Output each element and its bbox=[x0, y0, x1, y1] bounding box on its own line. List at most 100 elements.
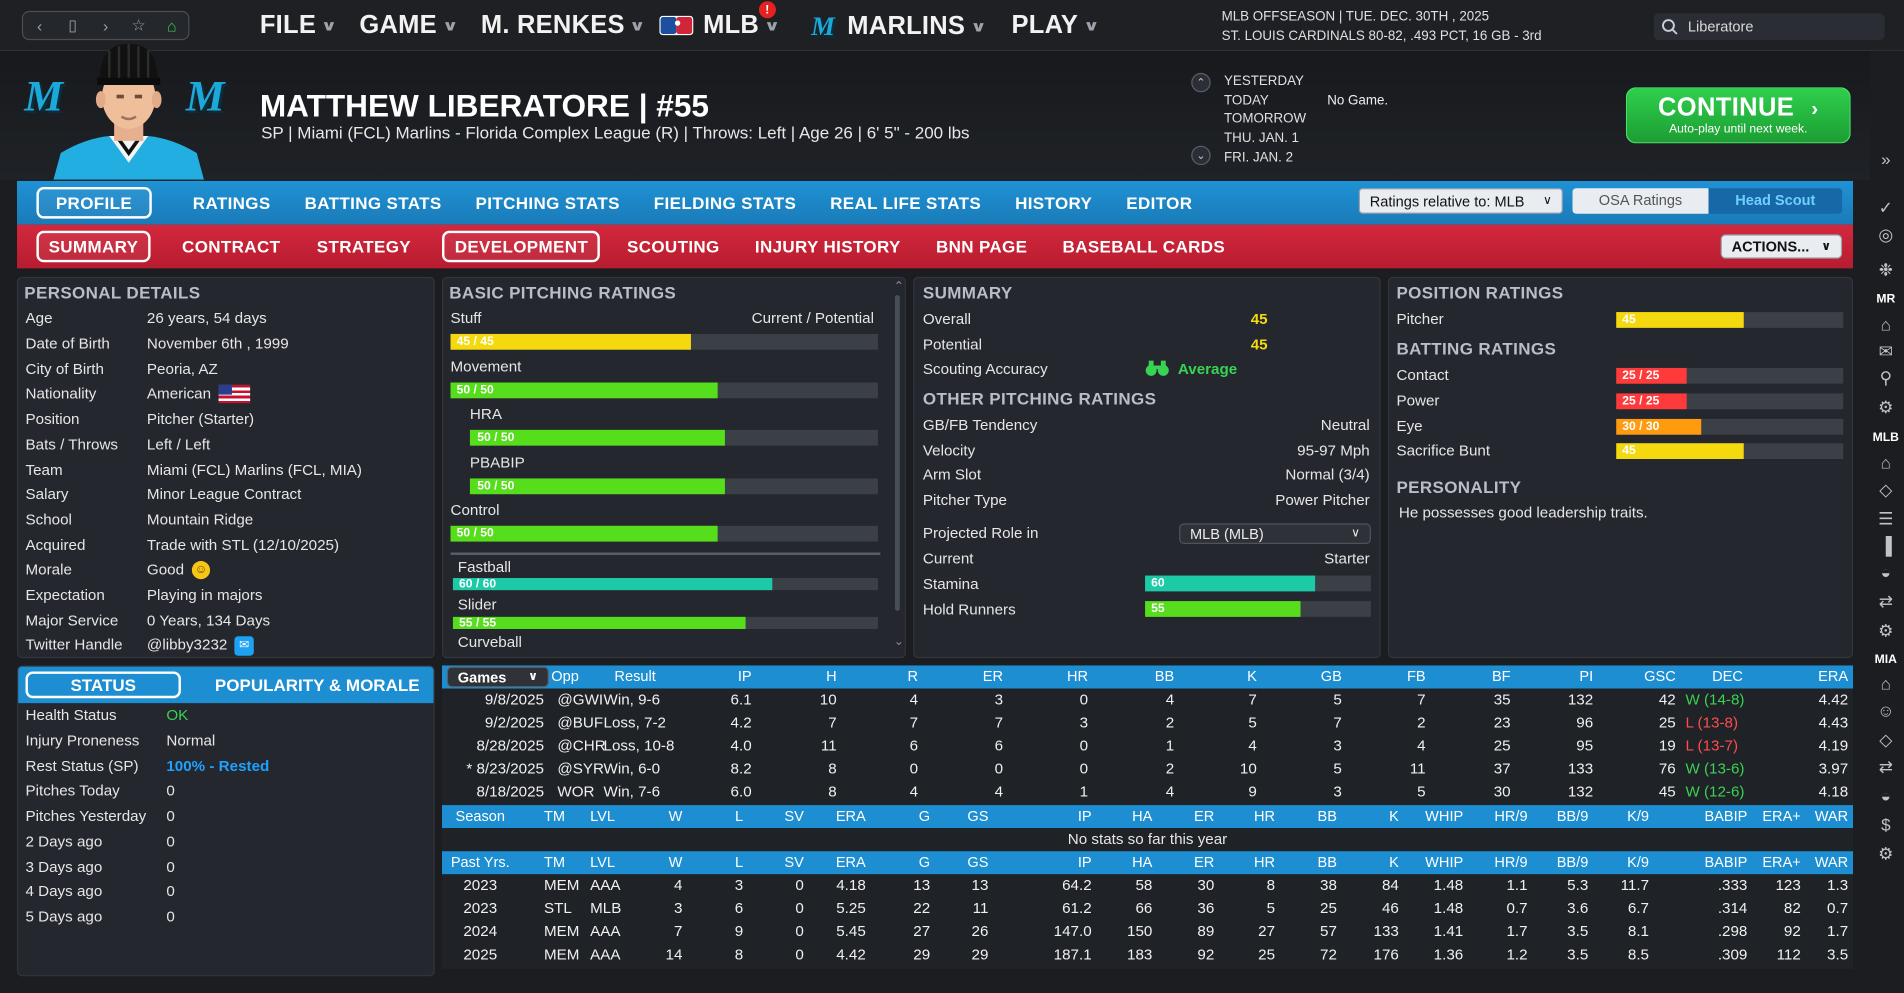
column-header[interactable]: PI bbox=[1579, 667, 1594, 685]
column-header[interactable]: HA bbox=[1132, 807, 1153, 825]
menu-game[interactable]: GAME ∨ bbox=[359, 11, 458, 40]
menu-manager[interactable]: M. RENKES ∨ bbox=[481, 11, 646, 40]
tab-baseball-cards[interactable]: BASEBALL CARDS bbox=[1062, 236, 1226, 257]
column-header[interactable]: Result bbox=[614, 667, 656, 685]
column-header[interactable]: IP bbox=[1077, 807, 1092, 825]
column-header[interactable]: G bbox=[918, 807, 931, 825]
globe-icon[interactable]: ◎ bbox=[1878, 224, 1894, 245]
column-header[interactable]: K bbox=[1389, 853, 1399, 871]
column-header[interactable]: BF bbox=[1491, 667, 1511, 685]
column-header[interactable]: GB bbox=[1320, 667, 1342, 685]
column-header[interactable]: BB bbox=[1317, 853, 1337, 871]
date-yesterday[interactable]: YESTERDAY bbox=[1224, 74, 1304, 89]
column-header[interactable]: HR bbox=[1253, 807, 1276, 825]
tab-batting-stats[interactable]: BATTING STATS bbox=[304, 193, 442, 213]
column-header[interactable]: BB/9 bbox=[1556, 853, 1589, 871]
game-row[interactable]: 8/28/2025 @CHR Loss, 10-8 4.0 11 6 6 0 1 4 3 4 25 95 1… bbox=[442, 735, 1853, 758]
cell-opp[interactable]: WOR bbox=[557, 783, 595, 801]
column-header[interactable]: ERA bbox=[835, 807, 866, 825]
column-header[interactable]: SV bbox=[784, 853, 804, 871]
column-header[interactable]: DEC bbox=[1712, 667, 1743, 685]
tab-summary[interactable]: SUMMARY bbox=[36, 230, 151, 263]
team-record[interactable]: ST. LOUIS CARDINALS 80-82, .493 PCT, 16 … bbox=[1221, 29, 1542, 44]
cell-opp[interactable]: @CHR bbox=[557, 737, 606, 755]
column-header[interactable]: ER bbox=[1194, 853, 1215, 871]
home-icon[interactable]: ⌂ bbox=[166, 16, 177, 35]
tab-injury-history[interactable]: INJURY HISTORY bbox=[754, 236, 901, 257]
column-header[interactable]: IP bbox=[737, 667, 752, 685]
lightbulb-icon[interactable]: ❉ bbox=[1878, 259, 1893, 280]
column-header[interactable]: SV bbox=[784, 807, 804, 825]
gear-icon[interactable]: ⚙ bbox=[1878, 397, 1894, 417]
tab-real-life-stats[interactable]: REAL LIFE STATS bbox=[830, 193, 982, 213]
column-header[interactable]: GS bbox=[967, 853, 989, 871]
baseball-icon[interactable]: ◒ bbox=[1880, 562, 1891, 582]
home-icon[interactable]: ⌂ bbox=[1880, 673, 1891, 694]
column-header[interactable]: HR bbox=[1253, 853, 1276, 871]
gear-icon[interactable]: ⚙ bbox=[1878, 620, 1894, 640]
column-header[interactable]: TM bbox=[544, 853, 566, 871]
tab-history[interactable]: HISTORY bbox=[1015, 193, 1093, 213]
game-row[interactable]: 8/18/2025 WOR Win, 7-6 6.0 8 4 4 1 4 9 3 5 30 132 45 W … bbox=[442, 781, 1853, 804]
projected-role-select[interactable]: MLB (MLB) ∨ bbox=[1179, 523, 1371, 545]
tab-fielding-stats[interactable]: FIELDING STATS bbox=[653, 193, 797, 213]
column-header[interactable]: HA bbox=[1132, 853, 1153, 871]
date-item[interactable]: THU. JAN. 1 bbox=[1224, 131, 1299, 146]
forward-icon[interactable]: › bbox=[102, 16, 109, 35]
column-header[interactable]: BB bbox=[1317, 807, 1337, 825]
chart-icon[interactable]: ▐ bbox=[1879, 535, 1892, 555]
column-header[interactable]: BB/9 bbox=[1556, 807, 1589, 825]
column-header[interactable]: ER bbox=[982, 667, 1004, 685]
date-today[interactable]: TODAY bbox=[1224, 93, 1269, 108]
column-header[interactable]: HR/9 bbox=[1494, 807, 1528, 825]
column-header[interactable]: LVL bbox=[590, 853, 616, 871]
date-tomorrow[interactable]: TOMORROW bbox=[1224, 112, 1307, 127]
date-down-icon[interactable]: ⌄ bbox=[1191, 145, 1211, 166]
column-header[interactable]: K/9 bbox=[1627, 807, 1650, 825]
tab-ratings[interactable]: RATINGS bbox=[192, 193, 271, 213]
column-header[interactable]: G bbox=[918, 853, 931, 871]
tab-profile[interactable]: PROFILE bbox=[36, 187, 152, 219]
scrollbar[interactable] bbox=[894, 295, 900, 611]
menu-file[interactable]: FILE ∨ bbox=[260, 11, 338, 40]
menu-mlb[interactable]: MLB ∨ ! bbox=[659, 1, 781, 40]
cell-opp[interactable]: @SYR bbox=[557, 760, 605, 778]
back-icon[interactable]: ‹ bbox=[36, 16, 43, 35]
search-input[interactable] bbox=[1687, 18, 1871, 36]
gear-icon[interactable]: ⚙ bbox=[1878, 843, 1894, 864]
mail-icon[interactable]: ✉ bbox=[1878, 341, 1893, 361]
scroll-up-icon[interactable]: ⌃ bbox=[893, 280, 904, 294]
column-header[interactable]: W bbox=[668, 853, 683, 871]
column-header[interactable]: Season bbox=[455, 807, 505, 825]
menu-marlins[interactable]: M MARLINS ∨ bbox=[811, 11, 986, 43]
search-icon[interactable]: ⚲ bbox=[1879, 367, 1893, 388]
column-header[interactable]: Past Yrs. bbox=[450, 853, 510, 871]
game-row[interactable]: 9/2/2025 @BUF Loss, 7-2 4.2 7 7 7 3 2 5 7 2 23 96 25 L … bbox=[442, 712, 1853, 735]
actions-dropdown[interactable]: ACTIONS... ∨ bbox=[1720, 234, 1843, 259]
column-header[interactable]: TM bbox=[544, 807, 566, 825]
check-icon[interactable]: ✓ bbox=[1878, 197, 1893, 218]
column-header[interactable]: FB bbox=[1406, 667, 1426, 685]
transfer-icon[interactable]: ⇄ bbox=[1878, 756, 1893, 776]
ratings-relative-select[interactable]: Ratings relative to: MLB ∨ bbox=[1358, 188, 1563, 214]
column-header[interactable]: WAR bbox=[1814, 853, 1849, 871]
column-header[interactable]: K bbox=[1247, 667, 1257, 685]
scroll-down-icon[interactable]: ⌄ bbox=[893, 635, 904, 649]
column-header[interactable]: GSC bbox=[1644, 667, 1676, 685]
column-header[interactable]: ER bbox=[1194, 807, 1215, 825]
column-header[interactable]: LVL bbox=[590, 807, 616, 825]
column-header[interactable]: HR/9 bbox=[1494, 853, 1528, 871]
list-icon[interactable]: ☰ bbox=[1878, 508, 1894, 529]
column-header[interactable]: ERA bbox=[835, 853, 866, 871]
column-header[interactable]: BABIP bbox=[1704, 853, 1748, 871]
game-row[interactable]: 9/8/2025 @GWI Win, 9-6 6.1 10 4 3 0 4 7 5 7 35 132 42 W… bbox=[442, 689, 1853, 712]
tab-bnn-page[interactable]: BNN PAGE bbox=[935, 236, 1028, 257]
star-icon[interactable]: ☆ bbox=[131, 15, 146, 35]
tab-editor[interactable]: EDITOR bbox=[1126, 193, 1193, 213]
tab-development[interactable]: DEVELOPMENT bbox=[442, 230, 601, 263]
column-header[interactable]: K/9 bbox=[1627, 853, 1650, 871]
home-icon[interactable]: ⌂ bbox=[1880, 452, 1891, 473]
diamond-icon[interactable]: ◇ bbox=[1879, 479, 1893, 500]
column-header[interactable]: WHIP bbox=[1425, 807, 1464, 825]
cell-opp[interactable]: @GWI bbox=[557, 690, 604, 708]
